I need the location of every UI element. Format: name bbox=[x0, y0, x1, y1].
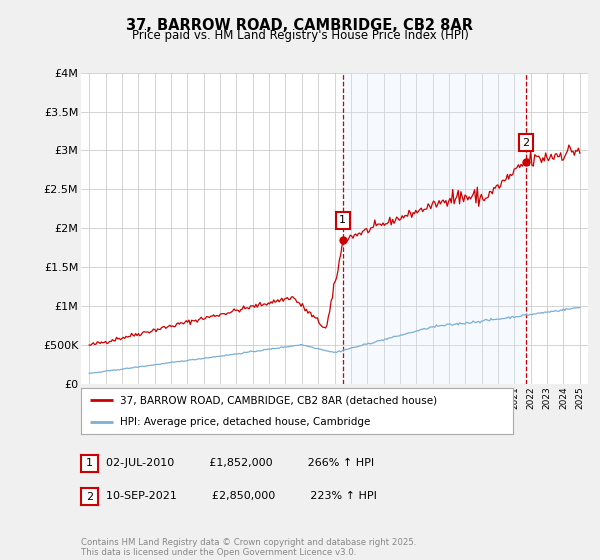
Text: 10-SEP-2021          £2,850,000          223% ↑ HPI: 10-SEP-2021 £2,850,000 223% ↑ HPI bbox=[106, 491, 377, 501]
Text: 37, BARROW ROAD, CAMBRIDGE, CB2 8AR (detached house): 37, BARROW ROAD, CAMBRIDGE, CB2 8AR (det… bbox=[120, 395, 437, 405]
Text: 02-JUL-2010          £1,852,000          266% ↑ HPI: 02-JUL-2010 £1,852,000 266% ↑ HPI bbox=[106, 458, 374, 468]
Text: Contains HM Land Registry data © Crown copyright and database right 2025.
This d: Contains HM Land Registry data © Crown c… bbox=[81, 538, 416, 557]
Text: 1: 1 bbox=[339, 215, 346, 225]
Text: HPI: Average price, detached house, Cambridge: HPI: Average price, detached house, Camb… bbox=[120, 417, 370, 427]
Text: 1: 1 bbox=[86, 458, 93, 468]
Text: 2: 2 bbox=[86, 492, 93, 502]
Text: 37, BARROW ROAD, CAMBRIDGE, CB2 8AR: 37, BARROW ROAD, CAMBRIDGE, CB2 8AR bbox=[127, 18, 473, 33]
Bar bbox=[343, 73, 526, 384]
Text: 2: 2 bbox=[522, 138, 529, 148]
Text: Price paid vs. HM Land Registry's House Price Index (HPI): Price paid vs. HM Land Registry's House … bbox=[131, 29, 469, 42]
